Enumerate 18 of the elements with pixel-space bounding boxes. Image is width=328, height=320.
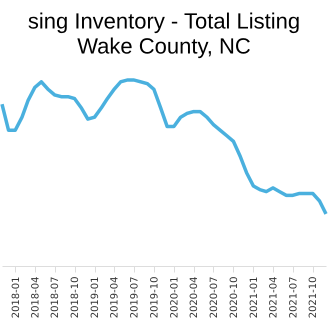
x-tick-label: 2018-01: [10, 276, 22, 318]
x-tick-label: 2021-10: [308, 276, 320, 318]
x-tick-label: 2021-07: [288, 276, 300, 318]
x-tick-label: 2019-10: [149, 276, 160, 318]
chart-title: sing Inventory - Total Listing: [28, 8, 300, 34]
x-tick-label: 2021-04: [268, 276, 280, 318]
chart-subtitle: Wake County, NC: [77, 33, 251, 58]
x-tick-label: 2018-04: [30, 276, 42, 318]
x-tick-label: 2020-10: [228, 276, 240, 318]
x-tick-label: 2020-04: [189, 276, 200, 318]
x-tick-label: 2019-04: [110, 276, 121, 318]
x-tick-label: 2018-07: [50, 276, 62, 318]
x-tick-label: 2019-07: [129, 276, 140, 318]
x-tick-label: 2020-01: [169, 276, 180, 318]
x-tick-label: 2018-10: [70, 276, 82, 318]
x-tick-label: 2019-01: [90, 276, 102, 318]
x-tick-label: 2021-01: [248, 276, 260, 318]
x-tick-label: 2020-07: [208, 276, 220, 318]
